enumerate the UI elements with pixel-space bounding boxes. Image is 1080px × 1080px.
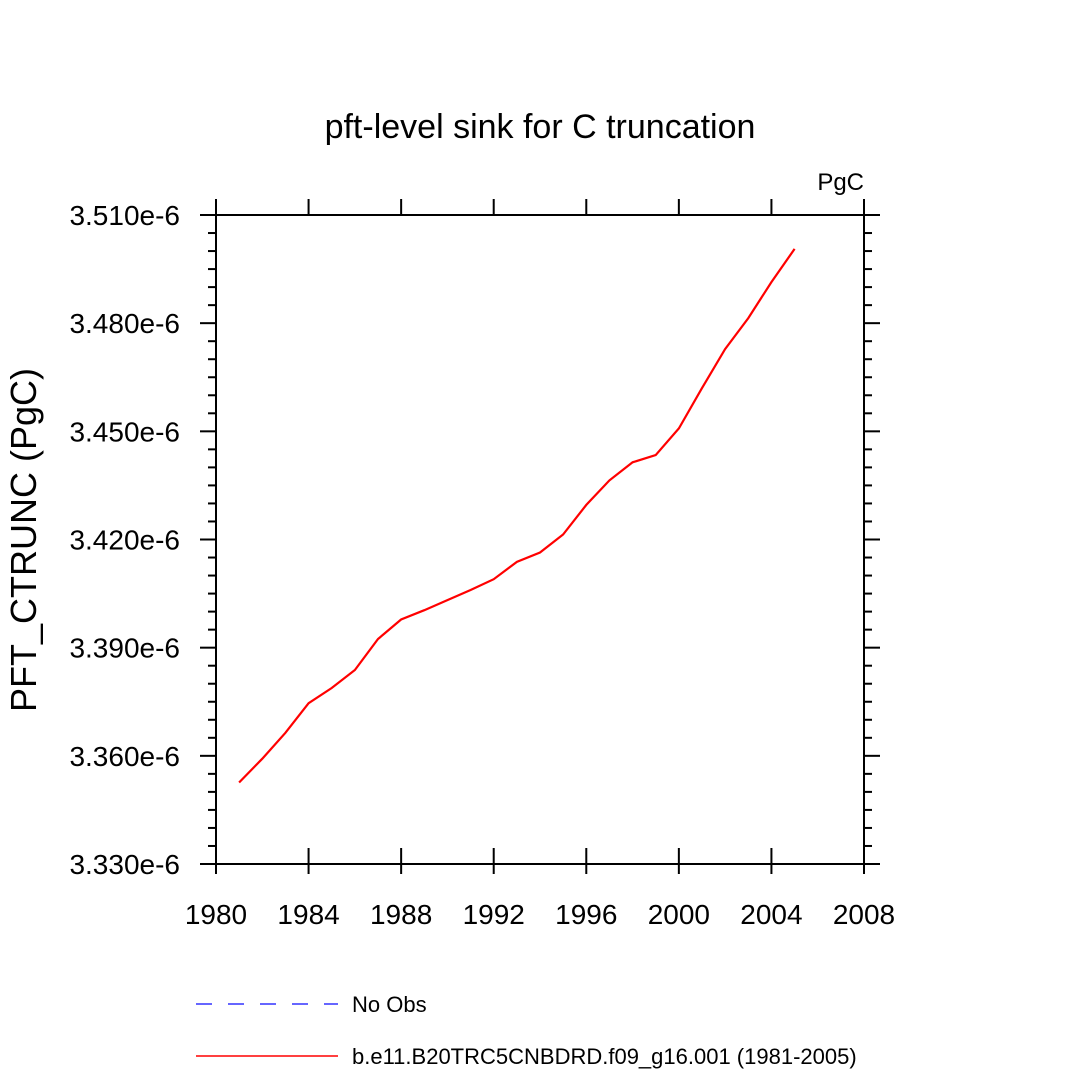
- x-tick-label: 2000: [648, 899, 710, 930]
- units-label: PgC: [817, 169, 864, 196]
- y-tick-label: 3.510e-6: [69, 200, 180, 231]
- x-tick-label: 1984: [277, 899, 339, 930]
- x-tick-label: 1992: [463, 899, 525, 930]
- chart-title: pft-level sink for C truncation: [325, 108, 756, 146]
- x-tick-label: 1980: [185, 899, 247, 930]
- legend-label: No Obs: [352, 992, 427, 1017]
- y-tick-label: 3.450e-6: [69, 416, 180, 447]
- legend-label: b.e11.B20TRC5CNBDRD.f09_g16.001 (1981-20…: [352, 1044, 857, 1069]
- x-tick-label: 1996: [555, 899, 617, 930]
- y-tick-label: 3.480e-6: [69, 308, 180, 339]
- y-tick-label: 3.420e-6: [69, 525, 180, 556]
- series-line: [238, 248, 796, 784]
- x-tick-label: 1988: [370, 899, 432, 930]
- x-tick-label: 2004: [740, 899, 802, 930]
- x-tick-label: 2008: [833, 899, 895, 930]
- plot-frame: [215, 214, 865, 865]
- y-tick-label: 3.360e-6: [69, 741, 180, 772]
- y-tick-label: 3.330e-6: [69, 849, 180, 880]
- y-axis-label: PFT_CTRUNC (PgC): [3, 368, 44, 712]
- y-tick-label: 3.390e-6: [69, 633, 180, 664]
